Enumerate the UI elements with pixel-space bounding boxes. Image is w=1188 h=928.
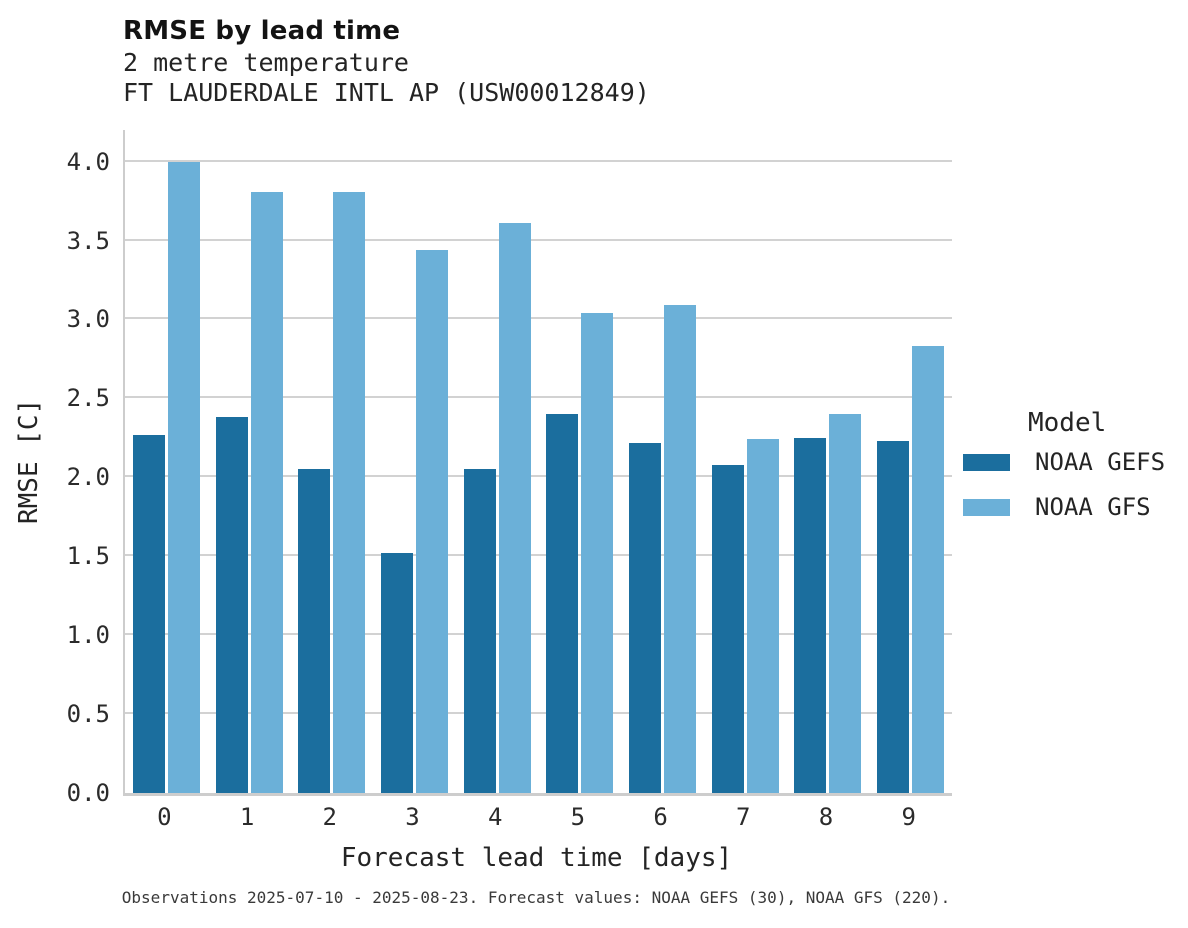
bar-group-day-1 <box>208 130 291 793</box>
plot-area <box>123 130 952 796</box>
y-tick-label: 3.5 <box>66 226 110 255</box>
gridline-2.0 <box>125 475 952 478</box>
gridline-3.0 <box>125 317 952 320</box>
x-axis-ticks: 0 1 2 3 4 5 6 7 8 9 <box>123 803 950 831</box>
legend-entry-noaa-gfs: NOAA GFS <box>963 493 1165 521</box>
bar-noaa-gefs-day-9 <box>877 440 910 793</box>
x-tick-label-9: 9 <box>901 803 916 831</box>
bar-noaa-gefs-day-3 <box>380 553 413 793</box>
bar-noaa-gefs-day-2 <box>298 469 331 793</box>
bar-group-day-4 <box>456 130 539 793</box>
bar-noaa-gfs-day-4 <box>498 223 531 793</box>
legend-swatch-icon <box>963 498 1010 516</box>
x-tick-label-8: 8 <box>818 803 834 831</box>
y-tick-label: 2.5 <box>66 384 110 413</box>
bar-group-day-9 <box>869 130 952 793</box>
bar-noaa-gfs-day-7 <box>746 439 779 793</box>
chart-header: RMSE by lead time 2 metre temperature FT… <box>123 14 650 108</box>
x-tick-label-6: 6 <box>653 803 668 831</box>
bar-noaa-gfs-day-3 <box>415 249 448 793</box>
bar-group-day-8 <box>787 130 870 793</box>
gridline-3.5 <box>125 238 952 241</box>
bar-noaa-gfs-day-1 <box>250 191 283 793</box>
legend-label: NOAA GEFS <box>1035 448 1166 476</box>
bar-group-day-0 <box>125 130 208 793</box>
gridline-4.0 <box>125 159 952 162</box>
bar-group-day-2 <box>290 130 373 793</box>
bar-noaa-gefs-day-4 <box>463 469 496 793</box>
legend-label: NOAA GFS <box>1035 493 1151 521</box>
bar-group-day-6 <box>621 130 704 793</box>
gridline-1.0 <box>125 633 952 636</box>
x-tick-label-1: 1 <box>239 803 255 831</box>
chart-title: RMSE by lead time <box>123 16 401 46</box>
x-axis-label: Forecast lead time [days] <box>340 843 733 873</box>
bar-noaa-gefs-day-0 <box>132 434 165 793</box>
bar-group-day-5 <box>539 130 622 793</box>
bar-noaa-gfs-day-8 <box>829 414 862 793</box>
bar-groups <box>125 130 952 793</box>
y-tick-label: 2.0 <box>66 463 110 492</box>
legend-entries: NOAA GEFS NOAA GFS <box>963 448 1165 521</box>
legend-entry-noaa-gefs: NOAA GEFS <box>963 448 1165 476</box>
legend-swatch-icon <box>963 453 1010 471</box>
bar-noaa-gefs-day-7 <box>711 464 744 793</box>
y-tick-label: 1.0 <box>66 621 110 650</box>
gridline-2.5 <box>125 396 952 399</box>
y-axis-ticks: 0.0 0.5 1.0 1.5 2.0 2.5 3.0 3.5 4.0 <box>0 130 110 805</box>
bar-noaa-gfs-day-9 <box>912 346 945 793</box>
x-tick-label-0: 0 <box>157 803 172 831</box>
y-tick-label: 0.5 <box>66 700 110 729</box>
x-tick-label-3: 3 <box>405 803 420 831</box>
bar-noaa-gefs-day-1 <box>215 417 248 793</box>
bar-noaa-gefs-day-5 <box>546 414 579 793</box>
y-tick-label: 3.0 <box>66 305 110 334</box>
y-tick-label: 4.0 <box>66 147 110 176</box>
gridline-0.5 <box>125 712 952 715</box>
bar-group-day-7 <box>704 130 787 793</box>
x-tick-label-2: 2 <box>322 803 337 831</box>
gridline-1.5 <box>125 554 952 557</box>
bar-group-day-3 <box>373 130 456 793</box>
x-tick-label-5: 5 <box>570 803 586 831</box>
x-tick-label-4: 4 <box>487 803 503 831</box>
legend: Model NOAA GEFS NOAA GFS <box>963 408 1165 538</box>
chart-subtitle-station: FT LAUDERDALE INTL AP (USW00012849) <box>123 78 650 107</box>
y-tick-label: 0.0 <box>66 779 110 807</box>
footnote: Observations 2025-07-10 - 2025-08-23. Fo… <box>121 888 951 907</box>
x-tick-label-7: 7 <box>736 803 751 831</box>
bar-noaa-gfs-day-6 <box>664 305 697 793</box>
bar-noaa-gfs-day-0 <box>167 161 200 793</box>
bar-noaa-gfs-day-5 <box>581 313 614 793</box>
chart-subtitle-variable: 2 metre temperature <box>123 48 409 77</box>
y-tick-label: 1.5 <box>66 542 110 571</box>
bar-noaa-gefs-day-6 <box>629 442 662 793</box>
legend-title: Model <box>1028 408 1107 438</box>
bar-noaa-gefs-day-8 <box>794 437 827 793</box>
bar-noaa-gfs-day-2 <box>333 191 366 793</box>
